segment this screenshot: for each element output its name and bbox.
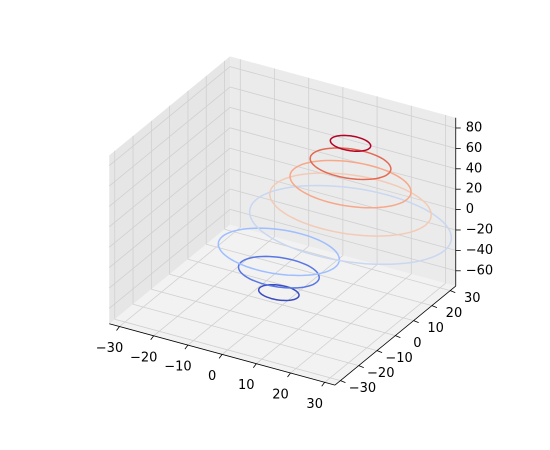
z-tick-label: 40 [466, 161, 483, 176]
x-tick-label: 20 [272, 388, 289, 403]
tick-mark [376, 350, 383, 353]
tick-mark [287, 372, 291, 378]
x-tick-label: −20 [130, 350, 157, 365]
y-tick-label: 30 [464, 291, 481, 306]
grid-line [114, 318, 341, 381]
contour-line [289, 159, 412, 209]
y-tick-label: 10 [427, 321, 444, 336]
tick-mark [218, 354, 223, 359]
contour-line [217, 227, 341, 277]
tick-mark [358, 365, 364, 368]
grid-line [108, 86, 231, 187]
grid-line [229, 127, 456, 190]
x-tick-label: 10 [238, 378, 255, 393]
x-tick-label: 0 [208, 369, 216, 384]
tick-mark [450, 290, 456, 293]
grid-line [108, 168, 231, 268]
contour-line [248, 184, 453, 266]
y-tick-label: 0 [413, 336, 421, 351]
tick-mark [431, 305, 438, 308]
y-tick-label: −10 [385, 351, 412, 366]
contour-line [329, 134, 372, 152]
grid-line [108, 107, 231, 207]
tick-mark [150, 335, 155, 341]
z-tick-label: −60 [466, 263, 493, 278]
tick-mark [395, 335, 401, 338]
z-tick-label: 60 [466, 141, 483, 156]
grid-line [229, 86, 456, 149]
grid-line [108, 188, 231, 289]
y-tick-label: 20 [446, 306, 463, 321]
z-tick-label: 0 [466, 202, 474, 217]
tick-mark [184, 344, 189, 350]
z-tick-label: 20 [466, 182, 483, 197]
tick-mark [321, 382, 326, 387]
z-tick-label: 80 [466, 120, 483, 135]
grid-line [151, 288, 378, 351]
grid-line [229, 188, 456, 251]
grid-line [169, 273, 396, 336]
contour-line [257, 283, 300, 302]
tick-mark [413, 320, 419, 323]
tick-mark [252, 363, 257, 368]
grid-line [229, 168, 456, 231]
grid-line [108, 147, 231, 248]
z-tick-label: −40 [466, 243, 493, 258]
grid-line [187, 258, 414, 321]
x-tick-label: 30 [306, 397, 323, 412]
x-tick-label: −30 [96, 341, 123, 356]
y-axis-line [334, 285, 457, 386]
contour-line [309, 147, 392, 181]
tick-mark [340, 380, 346, 383]
contour-line [269, 172, 432, 237]
grid-line [229, 66, 456, 129]
x-tick-label: −10 [164, 360, 191, 375]
grid-line [229, 147, 456, 210]
y-tick-label: −20 [367, 366, 394, 381]
tick-mark [116, 326, 120, 331]
grid-line [108, 209, 231, 309]
z-tick-label: −20 [466, 222, 493, 237]
contour-line [237, 255, 320, 289]
grid-line [132, 303, 359, 366]
grid-line [229, 107, 456, 170]
grid-line [108, 127, 231, 228]
grid-line [108, 66, 231, 166]
x-axis-line [109, 323, 336, 386]
y-tick-label: −30 [349, 381, 376, 396]
